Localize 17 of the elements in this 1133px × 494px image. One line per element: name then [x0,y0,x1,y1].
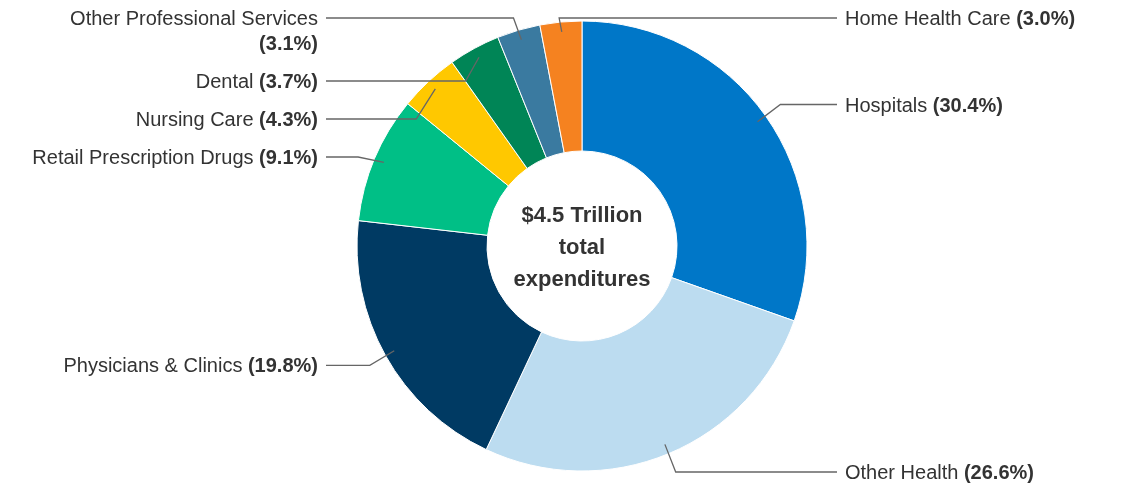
data-label: (30.4%) [927,93,1003,116]
slice-label: Other Health [845,461,959,483]
slice-label: Nursing Care [135,108,254,130]
data-label: (4.3%) [253,108,318,130]
data-label: (9.1%) [253,146,318,168]
text: $4.5 Trillion total expenditures [513,202,651,291]
data-label: (26.6%) [958,461,1034,483]
data-label: (3.1%) [259,32,318,54]
data-label: (19.8%) [242,354,318,377]
slice-label: Home Health Care [845,7,1011,29]
data-label: (3.0%) [1010,7,1076,29]
slice-label: Other Professional Services [70,7,318,29]
slice-label: Physicians & Clinics [63,354,243,377]
slice-label: Dental [195,70,254,92]
slice-label: Hospitals [845,93,928,116]
data-label: (3.7%) [253,70,318,92]
slice-label: Retail Prescription Drugs [32,146,254,168]
